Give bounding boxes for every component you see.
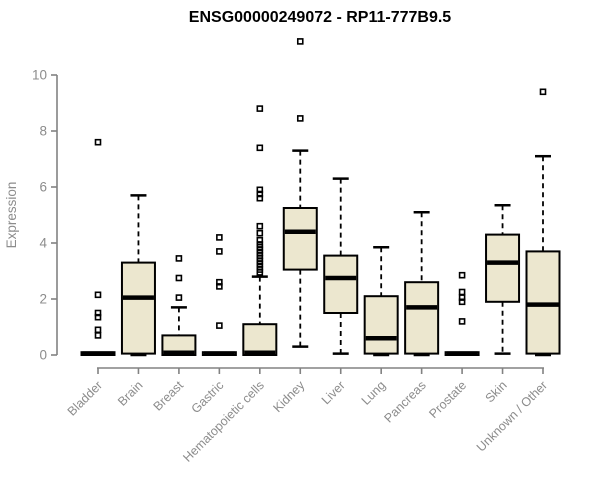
outlier-point — [216, 283, 223, 290]
outlier-point — [458, 288, 466, 296]
outlier-point — [256, 194, 264, 202]
outlier-point — [256, 229, 264, 237]
y-axis-label: Expression — [4, 182, 19, 249]
box-group-breast — [161, 255, 197, 356]
box-group-hematopoietic-cells — [242, 105, 278, 357]
outlier-point — [216, 234, 223, 241]
outlier-point — [458, 318, 466, 325]
outlier-point — [458, 294, 466, 301]
box-pancreas — [404, 281, 440, 355]
outlier-point — [175, 255, 183, 262]
box-group-pancreas — [404, 210, 440, 357]
outlier-point — [256, 222, 264, 230]
x-category-label: Kidney — [270, 378, 307, 415]
outlier-point — [94, 332, 102, 339]
y-tick-label: 2 — [39, 292, 47, 307]
chart-title: ENSG00000249072 - RP11-777B9.5 — [189, 9, 452, 26]
outlier-point — [458, 271, 466, 279]
y-tick-label: 4 — [39, 236, 47, 251]
box-group-liver — [323, 177, 359, 355]
x-category-label: Breast — [151, 378, 187, 414]
x-category-label: Liver — [319, 378, 348, 407]
outlier-point — [256, 190, 264, 198]
box-group-gastric — [201, 234, 237, 357]
outlier-point — [94, 326, 102, 334]
box-group-bladder — [80, 138, 116, 357]
x-category-label: Hematopoietic cells — [180, 378, 267, 465]
outlier-point — [175, 294, 183, 301]
outlier-point — [256, 105, 264, 112]
outlier-point — [458, 298, 466, 306]
outlier-point — [94, 138, 102, 146]
x-category-label: Pancreas — [382, 378, 429, 425]
box-skin — [485, 233, 521, 303]
outlier-point — [539, 88, 547, 96]
outlier-point — [256, 144, 264, 152]
box-group-prostate — [444, 271, 480, 357]
outlier-point — [296, 115, 304, 122]
y-tick-label: 0 — [39, 348, 47, 363]
x-category-label: Lung — [359, 378, 389, 408]
x-category-label: Prostate — [426, 378, 469, 421]
outlier-point — [216, 278, 223, 286]
y-tick-label: 6 — [39, 180, 47, 195]
box-group-skin — [485, 203, 521, 355]
outlier-point — [256, 186, 264, 194]
x-category-label: Skin — [483, 378, 510, 405]
x-category-label: Unknown / Other — [474, 378, 550, 454]
outlier-point — [94, 309, 102, 317]
box-kidney — [282, 207, 318, 271]
box-group-lung — [363, 245, 399, 357]
outlier-point — [216, 248, 223, 255]
x-category-label: Brain — [115, 378, 146, 409]
outlier-point — [256, 241, 264, 248]
y-tick-label: 10 — [32, 68, 47, 83]
box-liver — [323, 254, 359, 315]
y-tick-label: 8 — [39, 124, 47, 139]
box-group-brain — [120, 194, 156, 357]
box-group-kidney — [282, 38, 318, 348]
boxes — [80, 38, 561, 357]
outlier-point — [216, 322, 223, 329]
box-group-unknown-other — [525, 88, 561, 357]
outlier-point — [175, 274, 183, 282]
box-lung — [363, 295, 399, 355]
x-category-label: Bladder — [65, 378, 105, 418]
x-category-label: Gastric — [189, 378, 227, 416]
box-brain — [120, 261, 156, 355]
outlier-point — [94, 291, 102, 299]
box-hematopoietic-cells — [242, 323, 278, 357]
outlier-point — [296, 38, 304, 45]
outlier-point — [256, 236, 264, 244]
